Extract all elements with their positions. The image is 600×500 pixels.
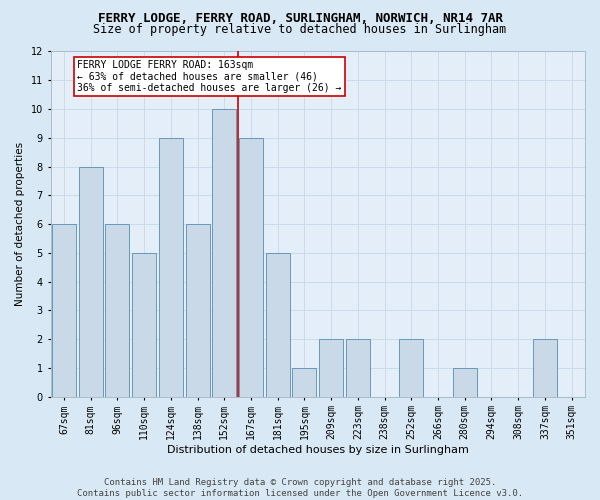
Text: FERRY LODGE, FERRY ROAD, SURLINGHAM, NORWICH, NR14 7AR: FERRY LODGE, FERRY ROAD, SURLINGHAM, NOR… <box>97 12 503 26</box>
Bar <box>239 138 263 396</box>
Bar <box>453 368 477 396</box>
Text: Contains HM Land Registry data © Crown copyright and database right 2025.
Contai: Contains HM Land Registry data © Crown c… <box>77 478 523 498</box>
Bar <box>319 339 343 396</box>
Bar <box>132 253 156 396</box>
Text: Size of property relative to detached houses in Surlingham: Size of property relative to detached ho… <box>94 22 506 36</box>
Bar <box>52 224 76 396</box>
Bar <box>159 138 183 396</box>
Bar <box>266 253 290 396</box>
Y-axis label: Number of detached properties: Number of detached properties <box>15 142 25 306</box>
Bar <box>79 166 103 396</box>
Bar <box>346 339 370 396</box>
Text: FERRY LODGE FERRY ROAD: 163sqm
← 63% of detached houses are smaller (46)
36% of : FERRY LODGE FERRY ROAD: 163sqm ← 63% of … <box>77 60 341 94</box>
Bar <box>292 368 316 396</box>
Bar <box>533 339 557 396</box>
Bar <box>212 109 236 397</box>
Bar <box>185 224 209 396</box>
Bar <box>399 339 424 396</box>
X-axis label: Distribution of detached houses by size in Surlingham: Distribution of detached houses by size … <box>167 445 469 455</box>
Bar <box>106 224 130 396</box>
